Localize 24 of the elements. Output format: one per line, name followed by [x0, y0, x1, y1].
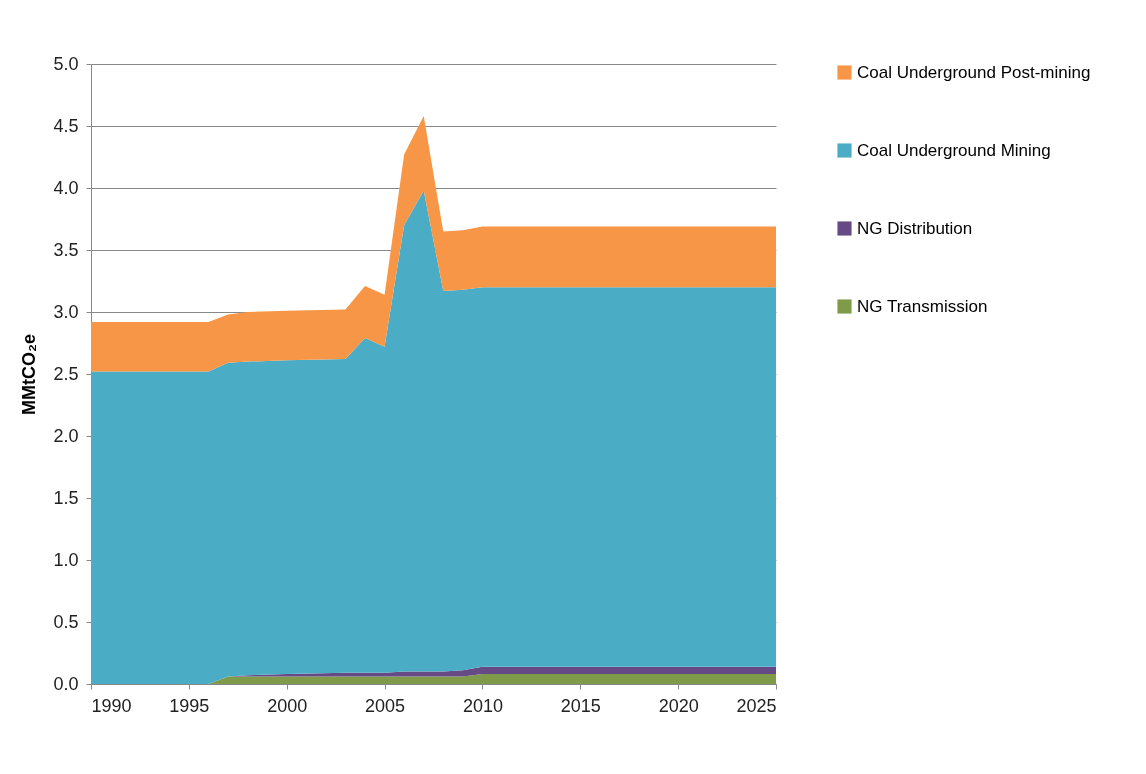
legend-label: NG Distribution	[857, 218, 973, 238]
legend-label: NG Transmission	[857, 296, 988, 316]
x-tick-label: 2000	[267, 695, 308, 716]
y-tick-label: 2.0	[53, 425, 79, 446]
x-tick-label: 2015	[560, 695, 601, 716]
y-tick-label: 0.0	[53, 673, 79, 694]
y-tick-label: 5.0	[53, 53, 79, 74]
y-tick-label: 3.5	[53, 239, 79, 260]
y-tick-label: 3.0	[53, 301, 79, 322]
x-tick-label: 2025	[736, 695, 777, 716]
x-tick-label: 2020	[658, 695, 699, 716]
x-tick-label: 1995	[169, 695, 210, 716]
x-tick-label: 2005	[365, 695, 406, 716]
y-tick-label: 1.5	[53, 487, 79, 508]
legend-label: Coal Underground Post-mining	[857, 62, 1091, 82]
y-tick-label: 1.0	[53, 549, 79, 570]
y-tick-label: 4.0	[53, 177, 79, 198]
y-tick-label: 2.5	[53, 363, 79, 384]
y-tick-label: 0.5	[53, 611, 79, 632]
legend-label: Coal Underground Mining	[857, 140, 1051, 160]
y-tick-label: 4.5	[53, 115, 79, 136]
x-tick-label: 2010	[462, 695, 503, 716]
y-axis-title: MMtCO₂e	[19, 334, 40, 415]
x-tick-label: 1990	[91, 695, 132, 716]
